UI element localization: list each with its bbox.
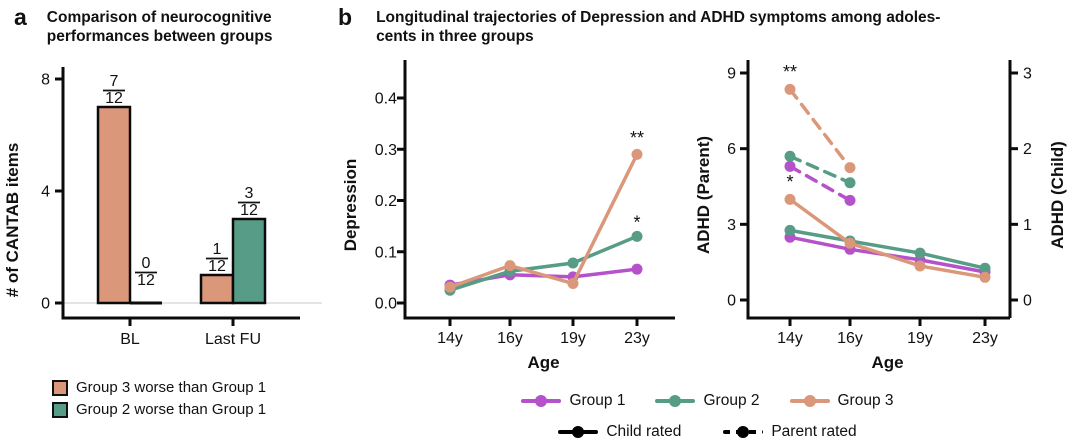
- legend-item-group2: Group 2: [655, 392, 760, 410]
- group1-line-marker-icon: [521, 395, 562, 407]
- legend-label: Group 3: [837, 392, 894, 409]
- group-legend: Group 1 Group 2 Group 3: [335, 392, 1080, 410]
- svg-text:23y: 23y: [972, 330, 998, 347]
- legend-item-group2-worse: Group 2 worse than Group 1: [52, 401, 266, 418]
- legend-label: Group 1: [569, 392, 626, 409]
- legend-label: Group 3 worse than Group 1: [76, 379, 267, 396]
- svg-text:14y: 14y: [777, 330, 803, 347]
- svg-text:0: 0: [41, 296, 50, 313]
- svg-text:4: 4: [41, 184, 50, 201]
- svg-text:1: 1: [213, 241, 222, 258]
- legend-label: Parent rated: [771, 423, 857, 440]
- svg-text:12: 12: [208, 258, 226, 275]
- panel-a-legend: Group 3 worse than Group 1 Group 2 worse…: [52, 379, 266, 418]
- svg-text:12: 12: [137, 272, 155, 289]
- legend-item-group3: Group 3: [789, 392, 894, 410]
- panel-a-letter: a: [14, 4, 27, 30]
- svg-text:0.2: 0.2: [375, 193, 397, 210]
- legend-item-group3-worse: Group 3 worse than Group 1: [52, 379, 266, 396]
- svg-text:# of CANTAB items: # of CANTAB items: [3, 143, 22, 298]
- svg-text:1: 1: [1023, 217, 1032, 234]
- svg-text:19y: 19y: [907, 330, 933, 347]
- svg-text:0.3: 0.3: [375, 142, 397, 159]
- panel-a-title-line1: Comparison of neurocognitive: [46, 9, 272, 26]
- svg-text:ADHD (Parent): ADHD (Parent): [694, 136, 713, 254]
- svg-text:**: **: [783, 62, 797, 82]
- svg-text:6: 6: [727, 141, 736, 158]
- panel-b-title: Longitudinal trajectories of Depression …: [376, 5, 940, 46]
- svg-text:2: 2: [1023, 141, 1032, 158]
- legend-label: Group 2: [703, 392, 760, 409]
- svg-text:0.4: 0.4: [375, 91, 397, 108]
- svg-text:12: 12: [240, 202, 258, 219]
- svg-text:16y: 16y: [497, 330, 523, 347]
- svg-text:*: *: [786, 172, 793, 192]
- rating-legend: Child rated Parent rated: [335, 423, 1080, 441]
- svg-text:12: 12: [105, 90, 123, 107]
- legend-label: Child rated: [606, 423, 682, 440]
- svg-text:ADHD (Child): ADHD (Child): [1048, 141, 1067, 249]
- svg-text:0.0: 0.0: [375, 296, 397, 313]
- svg-text:14y: 14y: [437, 330, 463, 347]
- panel-a-header: a Comparison of neurocognitive performan…: [0, 0, 335, 46]
- panel-a: a Comparison of neurocognitive performan…: [0, 0, 335, 448]
- svg-text:3: 3: [727, 217, 736, 234]
- panel-b: b Longitudinal trajectories of Depressio…: [335, 0, 1080, 448]
- svg-text:0: 0: [142, 255, 151, 272]
- dashed-line-marker-icon: [723, 426, 764, 438]
- legend-label: Group 2 worse than Group 1: [76, 401, 267, 418]
- svg-text:3: 3: [1023, 66, 1032, 83]
- group2-swatch-icon: [52, 401, 68, 418]
- svg-text:0.1: 0.1: [375, 244, 397, 261]
- panel-b-title-line1: Longitudinal trajectories of Depression …: [376, 9, 941, 26]
- svg-text:0: 0: [1023, 293, 1032, 310]
- svg-text:*: *: [633, 213, 640, 233]
- svg-text:19y: 19y: [560, 330, 586, 347]
- svg-text:Age: Age: [871, 353, 903, 372]
- panel-a-title: Comparison of neurocognitive performance…: [47, 5, 273, 46]
- panel-b-header: b Longitudinal trajectories of Depressio…: [335, 0, 1080, 46]
- legend-item-group1: Group 1: [521, 392, 625, 410]
- svg-text:8: 8: [41, 72, 50, 89]
- group3-line-marker-icon: [789, 395, 830, 407]
- svg-text:23y: 23y: [624, 330, 650, 347]
- svg-text:16y: 16y: [837, 330, 863, 347]
- svg-text:3: 3: [245, 185, 254, 202]
- group3-swatch-icon: [52, 379, 68, 396]
- legend-item-child-rated: Child rated: [558, 423, 681, 441]
- svg-text:9: 9: [727, 66, 736, 83]
- panel-b-title-line2: cents in three groups: [376, 28, 534, 45]
- svg-text:Last FU: Last FU: [205, 331, 261, 348]
- svg-text:Depression: Depression: [341, 159, 360, 252]
- solid-line-marker-icon: [558, 426, 599, 438]
- panel-a-title-line2: performances between groups: [46, 28, 273, 45]
- svg-text:BL: BL: [120, 331, 140, 348]
- panel-b-letter: b: [338, 4, 353, 30]
- svg-text:**: **: [630, 128, 644, 148]
- svg-text:7: 7: [110, 73, 119, 90]
- legend-item-parent-rated: Parent rated: [723, 423, 857, 441]
- svg-text:0: 0: [727, 293, 736, 310]
- svg-text:Age: Age: [527, 353, 559, 372]
- group2-line-marker-icon: [655, 395, 696, 407]
